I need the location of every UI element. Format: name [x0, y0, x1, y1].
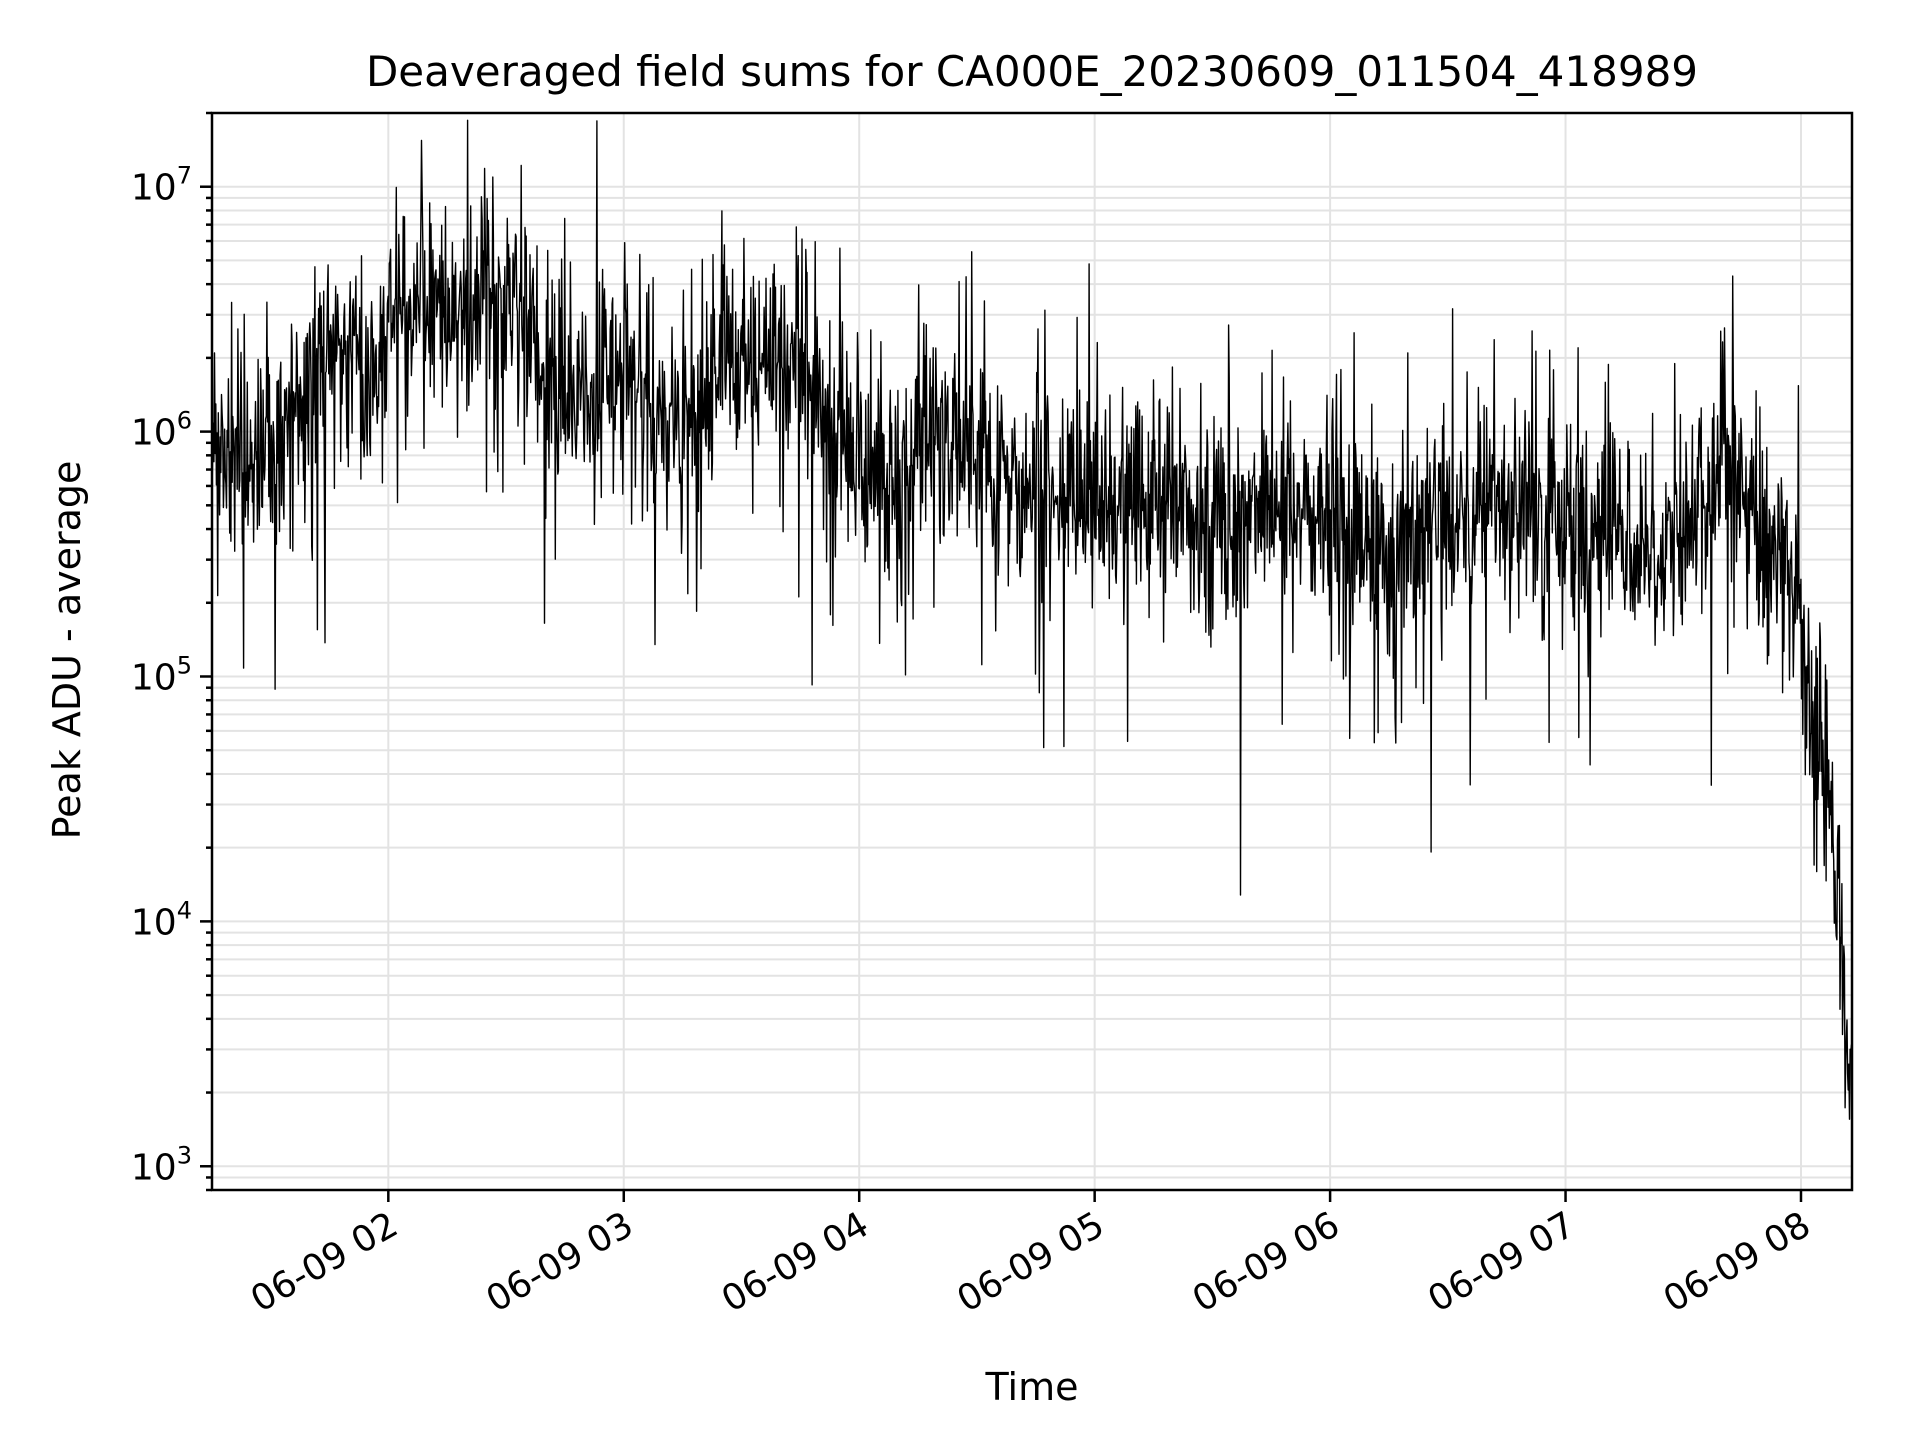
y-tick-label: 103	[131, 1141, 192, 1188]
series-line	[211, 119, 1853, 1176]
y-axis-label: Peak ADU - average	[45, 461, 89, 840]
y-tick-label: 107	[131, 162, 192, 209]
x-axis-label: Time	[985, 1365, 1079, 1409]
y-tick-label: 106	[131, 407, 192, 454]
chart-title: Deaveraged field sums for CA000E_2023060…	[366, 47, 1698, 96]
y-axis: 103 104 105 106 107	[131, 111, 212, 1192]
y-tick-label: 104	[131, 896, 192, 943]
y-tick-label: 105	[131, 651, 192, 698]
data-series	[211, 119, 1853, 1176]
plot-frame	[210, 111, 1854, 1192]
